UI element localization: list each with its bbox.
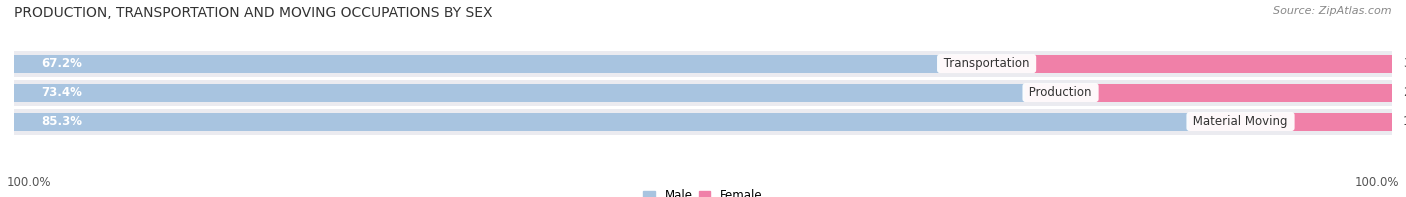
Bar (14, 112, 1189, 131)
Text: 67.2%: 67.2% (42, 57, 83, 70)
Text: Production: Production (1025, 86, 1095, 99)
Text: 73.4%: 73.4% (42, 86, 83, 99)
Bar (14, 55, 941, 73)
Bar (1189, 112, 1392, 131)
Bar (1025, 84, 1392, 102)
Bar (14, 109, 1392, 135)
Bar (14, 80, 1392, 106)
Legend: Male, Female: Male, Female (638, 184, 768, 197)
Text: 100.0%: 100.0% (1354, 176, 1399, 189)
Text: 32.8%: 32.8% (1403, 57, 1406, 70)
Bar (14, 84, 1025, 102)
Text: Material Moving: Material Moving (1189, 115, 1292, 128)
Text: 14.7%: 14.7% (1403, 115, 1406, 128)
Bar (941, 55, 1392, 73)
Text: 100.0%: 100.0% (7, 176, 52, 189)
Text: 26.6%: 26.6% (1403, 86, 1406, 99)
Text: 85.3%: 85.3% (42, 115, 83, 128)
Text: Source: ZipAtlas.com: Source: ZipAtlas.com (1274, 6, 1392, 16)
Bar (14, 51, 1392, 77)
Text: PRODUCTION, TRANSPORTATION AND MOVING OCCUPATIONS BY SEX: PRODUCTION, TRANSPORTATION AND MOVING OC… (14, 6, 492, 20)
Text: Transportation: Transportation (941, 57, 1033, 70)
